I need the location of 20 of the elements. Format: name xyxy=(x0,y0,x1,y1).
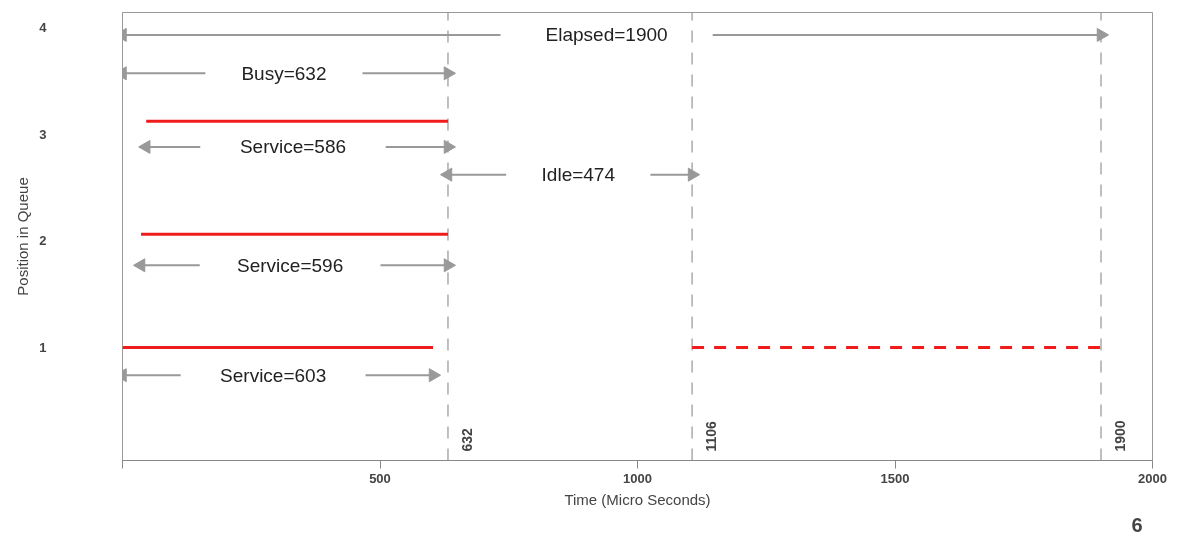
text: 6 xyxy=(1131,513,1143,536)
x-tick-label: 2000 xyxy=(1138,470,1167,486)
ref-line-label: 1106 xyxy=(703,420,720,452)
annotation: Service=586 xyxy=(239,136,347,158)
x-axis-title: Time (Micro Seconds) xyxy=(564,490,711,508)
y-tick-label: 2 xyxy=(39,233,47,249)
y-axis-title: Position in Queue xyxy=(14,177,32,296)
y-tick-label: 4 xyxy=(39,19,48,35)
ref-line-label: 1900 xyxy=(1112,420,1128,452)
y-tick-label: 1 xyxy=(39,339,47,355)
annotation: Idle=474 xyxy=(541,164,616,186)
x-tick-label: 500 xyxy=(369,470,391,486)
annotation: Busy=632 xyxy=(241,62,327,84)
y-tick-label: 3 xyxy=(39,126,47,142)
annotation: Elapsed=1900 xyxy=(545,24,668,46)
x-tick-label: 1000 xyxy=(623,470,652,486)
x-tick-label: 1500 xyxy=(880,470,910,486)
ref-line-label: 632 xyxy=(458,427,475,452)
annotation: Service=603 xyxy=(220,364,327,386)
annotation: Service=596 xyxy=(237,254,344,276)
